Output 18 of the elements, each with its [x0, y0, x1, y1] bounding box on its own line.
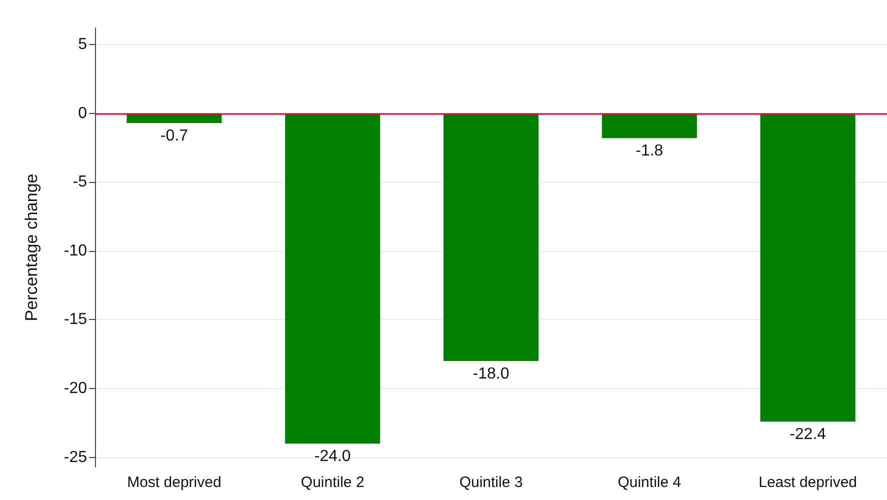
y-tick-label: -20	[64, 380, 88, 398]
y-axis-title: Percentage change	[22, 174, 41, 322]
y-tick-label: 0	[78, 104, 88, 122]
y-tick-label: -10	[64, 242, 88, 260]
data-label: -24.0	[314, 448, 351, 466]
x-tick-label: Most deprived	[127, 474, 222, 491]
data-label: -22.4	[790, 426, 826, 444]
x-tick-label: Quintile 4	[618, 474, 682, 491]
data-label: -1.8	[636, 142, 664, 160]
y-tick-label: -15	[64, 311, 88, 328]
data-label: -18.0	[472, 366, 510, 383]
y-tick-label: -25	[64, 448, 88, 466]
x-tick-label: Quintile 3	[459, 474, 523, 491]
y-tick-label: 5	[78, 36, 88, 54]
x-tick-label: Quintile 2	[300, 474, 364, 491]
y-tick-label: -5	[72, 174, 88, 191]
data-label: -0.7	[160, 127, 188, 144]
x-tick-label: Least deprived	[758, 474, 858, 491]
